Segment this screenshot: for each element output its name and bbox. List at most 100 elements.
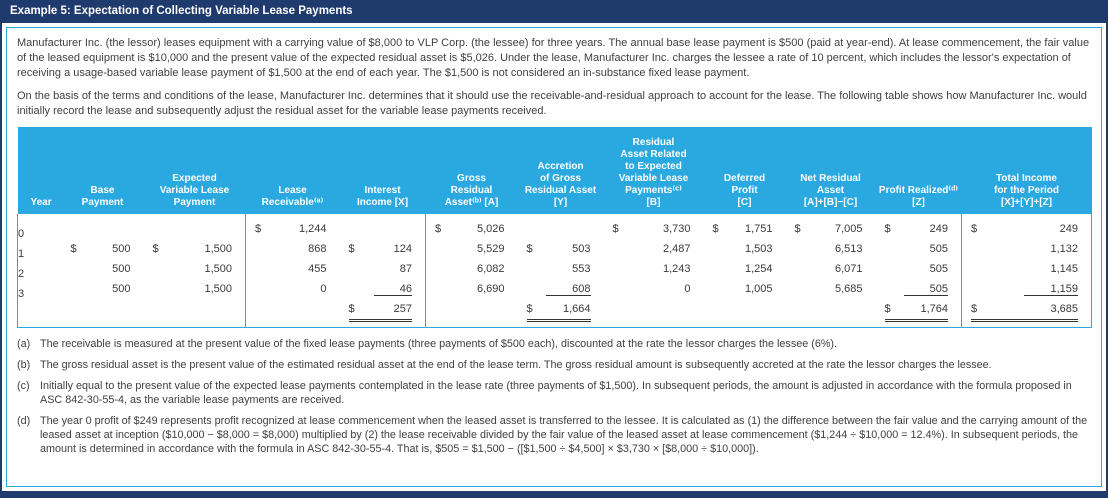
cell-accretion-of-gross-residual-asset: 553 bbox=[518, 260, 604, 280]
footnote-c-marker: (c) bbox=[17, 380, 30, 392]
cell-value: 1,500 bbox=[204, 283, 232, 295]
cell-value: 1,503 bbox=[744, 243, 773, 255]
footnote-d-marker: (d) bbox=[17, 415, 31, 427]
cell-expected-variable-lease-payment bbox=[143, 300, 246, 328]
example-title-bar: Example 5: Expectation of Collecting Var… bbox=[2, 0, 1106, 23]
cell-profit-realized: 505 bbox=[876, 240, 962, 260]
table-row: 2 500 1,500 455 87 6,082 553 1,243 1,254 6,071 505… bbox=[17, 260, 1092, 280]
cell-value: 1,664 bbox=[562, 303, 591, 315]
cell-base-payment bbox=[61, 300, 144, 328]
cell-lease-receivable: 868 bbox=[245, 240, 340, 260]
cell-deferred-profit: 1,005 bbox=[704, 280, 786, 300]
currency-symbol: $ bbox=[794, 223, 801, 235]
cell-residual-asset-related-to-expected-variable-lease-payments bbox=[603, 300, 704, 328]
cell-year: 2 bbox=[17, 260, 62, 280]
cell-profit-realized: $1,764 bbox=[875, 300, 962, 328]
example-title: Example 5: Expectation of Collecting Var… bbox=[10, 5, 353, 17]
cell-value: 505 bbox=[929, 263, 948, 275]
cell-deferred-profit: 1,503 bbox=[704, 240, 786, 260]
cell-accretion-of-gross-residual-asset: 608 bbox=[518, 280, 604, 300]
column-header-net-residual-asset: Net Residual Asset [A]+[B]−[C] bbox=[785, 127, 876, 214]
cell-interest-income: 46 bbox=[340, 280, 426, 300]
cell-value: 1,132 bbox=[1050, 243, 1078, 255]
footnote-b-text: The gross residual asset is the present … bbox=[40, 359, 992, 371]
currency-symbol: $ bbox=[152, 243, 159, 255]
cell-value: 7,005 bbox=[834, 223, 863, 235]
example-content: Manufacturer Inc. (the lessor) leases eq… bbox=[6, 27, 1102, 487]
cell-value: 1,500 bbox=[204, 263, 232, 275]
footnote-c-text: Initially equal to the present value of … bbox=[40, 380, 1072, 406]
cell-total-income: 1,145 bbox=[961, 260, 1092, 280]
column-header-accretion-of-gross-residual-asset: Accretion of Gross Residual Asset [Y] bbox=[517, 127, 604, 214]
cell-profit-realized: 505 bbox=[876, 260, 962, 280]
cell-value: 500 bbox=[112, 283, 131, 295]
currency-symbol: $ bbox=[526, 243, 533, 255]
footnote-c: (c) Initially equal to the present value… bbox=[17, 379, 1091, 407]
cell-gross-residual-asset: 5,529 bbox=[425, 240, 518, 260]
cell-interest-income: $257 bbox=[339, 300, 426, 328]
currency-symbol: $ bbox=[348, 243, 355, 255]
column-header-base-payment: Base Payment bbox=[61, 127, 144, 214]
cell-value: 5,685 bbox=[834, 283, 863, 295]
column-header-gross-residual-asset: Gross Residual Asset⁽ᵇ⁾ [A] bbox=[425, 127, 518, 214]
cell-gross-residual-asset: $5,026 bbox=[425, 214, 518, 240]
cell-value: 1,500 bbox=[204, 243, 232, 255]
cell-interest-income bbox=[340, 214, 426, 240]
cell-value: 1,145 bbox=[1050, 263, 1078, 275]
cell-residual-asset-related-to-expected-variable-lease-payments: 0 bbox=[604, 280, 704, 300]
cell-base-payment: 500 bbox=[62, 280, 144, 300]
cell-value: 0 bbox=[320, 283, 327, 295]
footnotes: (a) The receivable is measured at the pr… bbox=[17, 337, 1091, 456]
footnote-b: (b) The gross residual asset is the pres… bbox=[17, 358, 1091, 372]
lease-table: Year Base Payment Expected Variable Lease … bbox=[17, 127, 1092, 328]
cell-lease-receivable: $1,244 bbox=[245, 214, 340, 240]
cell-value: 249 bbox=[1059, 223, 1078, 235]
cell-accretion-of-gross-residual-asset bbox=[518, 214, 604, 240]
column-header-expected-variable-lease-payment: Expected Variable Lease Payment bbox=[143, 127, 246, 214]
cell-value: 1,764 bbox=[920, 303, 948, 315]
currency-symbol: $ bbox=[526, 303, 533, 315]
footnote-b-marker: (b) bbox=[17, 359, 31, 371]
cell-expected-variable-lease-payment bbox=[144, 214, 246, 240]
cell-net-residual-asset: $7,005 bbox=[786, 214, 876, 240]
cell-value: 6,513 bbox=[834, 243, 863, 255]
currency-symbol: $ bbox=[348, 303, 355, 315]
footnote-d-text: The year 0 profit of $249 represents pro… bbox=[40, 415, 1088, 455]
cell-value: 2,487 bbox=[662, 243, 691, 255]
footnote-a-text: The receivable is measured at the presen… bbox=[40, 338, 838, 350]
cell-expected-variable-lease-payment: 1,500 bbox=[144, 280, 246, 300]
cell-value: 6,082 bbox=[476, 263, 505, 275]
cell-residual-asset-related-to-expected-variable-lease-payments: $3,730 bbox=[604, 214, 704, 240]
currency-symbol: $ bbox=[971, 303, 978, 315]
cell-value: 124 bbox=[393, 243, 412, 255]
intro-paragraph-2: On the basis of the terms and conditions… bbox=[17, 90, 1087, 117]
column-header-total-income: Total Income for the Period [X]+[Y]+[Z] bbox=[961, 127, 1092, 214]
cell-value: 1,243 bbox=[662, 263, 691, 275]
intro-paragraph-1: Manufacturer Inc. (the lessor) leases eq… bbox=[17, 37, 1090, 79]
table-row: 1 $500 $1,500 868 $124 5,529 $503 2,487 1,503 6,5… bbox=[17, 240, 1092, 260]
cell-value: 500 bbox=[112, 243, 131, 255]
cell-total-income: $3,685 bbox=[961, 300, 1092, 328]
cell-base-payment: $500 bbox=[62, 240, 144, 260]
table-row: 0 $1,244 $5,026 $3,730 $1,751 $7,005 $249 $249 bbox=[17, 214, 1092, 240]
cell-value: 5,026 bbox=[476, 223, 505, 235]
currency-symbol: $ bbox=[70, 243, 77, 255]
cell-value: 46 bbox=[373, 283, 412, 296]
column-header-residual-asset-related-to-expected-variable-lease-payments: Residual Asset Related to Expected Varia… bbox=[603, 127, 704, 214]
cell-value: 500 bbox=[112, 263, 131, 275]
cell-value: 455 bbox=[308, 263, 327, 275]
cell-year: 1 bbox=[17, 240, 62, 260]
cell-interest-income: $124 bbox=[340, 240, 426, 260]
cell-value: 249 bbox=[929, 223, 948, 235]
cell-value: 3,685 bbox=[1050, 303, 1078, 315]
table-total-row: $257 $1,664 $1,764 $3,685 bbox=[17, 300, 1092, 328]
cell-value: 503 bbox=[572, 243, 591, 255]
cell-residual-asset-related-to-expected-variable-lease-payments: 1,243 bbox=[604, 260, 704, 280]
cell-value: 505 bbox=[903, 283, 948, 296]
cell-base-payment: 500 bbox=[62, 260, 144, 280]
currency-symbol: $ bbox=[612, 223, 619, 235]
cell-expected-variable-lease-payment: 1,500 bbox=[144, 260, 246, 280]
cell-net-residual-asset bbox=[785, 300, 876, 328]
cell-deferred-profit: $1,751 bbox=[704, 214, 786, 240]
